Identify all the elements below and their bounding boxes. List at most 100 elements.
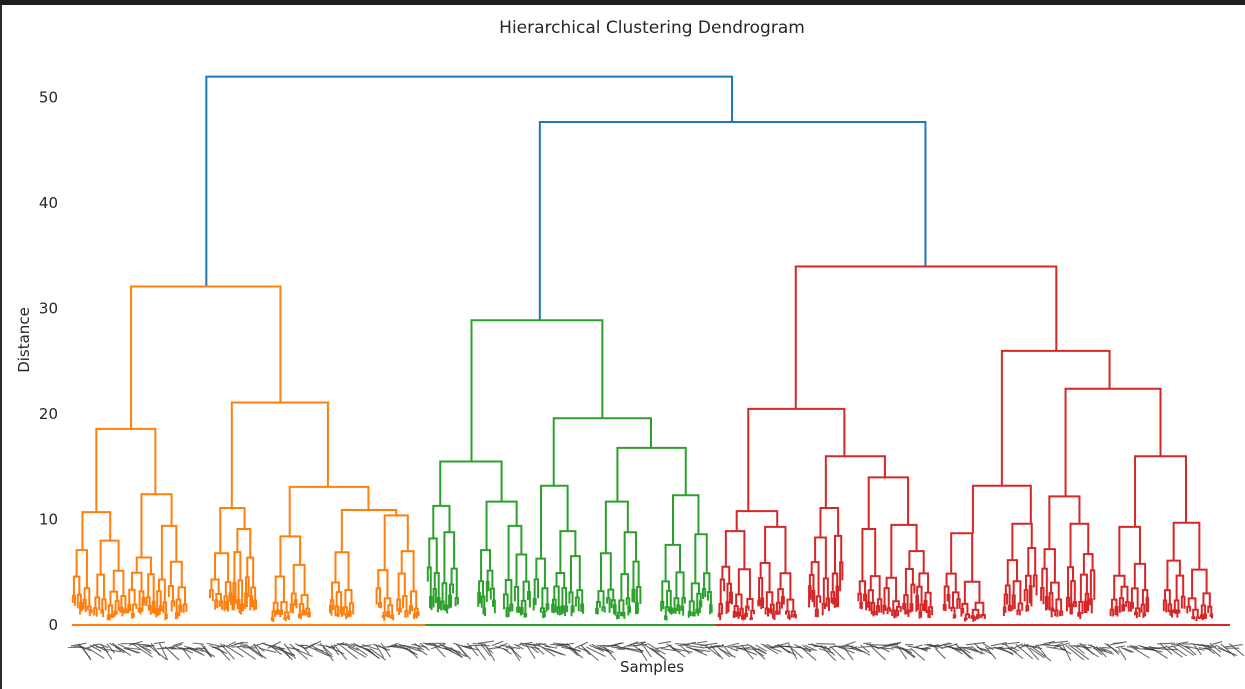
leaf-label-mark — [757, 648, 767, 655]
subtree-link — [822, 577, 829, 604]
subtree-link — [334, 551, 350, 591]
leaf-label-mark — [602, 644, 617, 661]
leaf-label-mark — [1212, 641, 1223, 645]
cluster-link — [230, 401, 329, 508]
subtree-link — [777, 588, 784, 603]
subtree-link — [560, 605, 565, 615]
subtree-link — [905, 609, 910, 618]
leaf-label-mark — [896, 644, 908, 660]
leaf-label-mark — [544, 645, 558, 649]
subtree-link — [631, 588, 636, 603]
leaf-label-mark — [901, 647, 916, 658]
leaf-label-mark — [979, 647, 990, 652]
subtree-link — [240, 603, 245, 615]
subtree-link — [509, 603, 514, 612]
subtree-link — [919, 603, 924, 612]
leaf-label-mark — [843, 646, 854, 661]
subtree-link — [101, 598, 107, 611]
subtree-link — [882, 604, 887, 615]
subtree-link — [331, 581, 340, 601]
subtree-link — [769, 608, 773, 615]
cluster-link — [340, 509, 398, 553]
subtree-link — [1162, 599, 1168, 613]
leaf-label-mark — [998, 646, 1014, 656]
subtree-link — [580, 603, 585, 614]
leaf-label-mark — [231, 645, 246, 648]
leaf-label-mark — [735, 646, 751, 650]
cluster-link — [824, 455, 886, 508]
leaf-label-mark — [422, 642, 437, 646]
leaf-label-mark — [1032, 646, 1052, 662]
subtree-link — [167, 584, 174, 602]
subtree-link — [927, 610, 931, 619]
subtree-link — [616, 611, 622, 617]
leaf-label-mark — [1043, 640, 1056, 645]
leaf-label-mark — [483, 643, 494, 654]
leaf-label-mark — [799, 645, 817, 661]
subtree-link — [96, 573, 105, 600]
leaf-label-mark — [164, 646, 180, 661]
leaf-label-mark — [680, 645, 691, 655]
leaf-label-mark — [100, 643, 113, 660]
subtree-link — [1069, 522, 1090, 568]
subtree-link — [1172, 609, 1177, 615]
subtree-link — [1055, 598, 1063, 612]
subtree-link — [113, 610, 118, 617]
leaf-label-mark — [81, 646, 92, 661]
leaf-label-mark — [280, 647, 292, 659]
leaf-label-mark — [458, 645, 468, 658]
leaf-label-mark — [494, 645, 509, 651]
cluster-link — [971, 484, 1032, 534]
leaf-label-mark — [984, 646, 997, 660]
subtree-link — [627, 605, 632, 616]
subtree-link — [1199, 614, 1204, 621]
leaf-label-mark — [134, 643, 150, 646]
subtree-link — [808, 573, 815, 591]
subtree-link — [387, 604, 394, 616]
subtree-link — [863, 593, 868, 611]
subtree-link — [952, 591, 960, 608]
leaf-label-mark — [342, 643, 359, 651]
subtree-link — [672, 608, 677, 614]
leaf-label-mark — [821, 646, 836, 661]
leaf-label-mark — [860, 644, 870, 654]
leaf-label-mark — [583, 647, 599, 661]
subtree-link — [810, 561, 820, 597]
subtree-link — [634, 602, 639, 615]
subtree-link — [972, 617, 976, 622]
cluster-link — [604, 500, 629, 554]
subtree-link — [719, 578, 726, 605]
leaf-label-mark — [1073, 644, 1086, 655]
subtree-link — [1133, 562, 1147, 591]
subtree-link — [428, 537, 438, 574]
leaf-label-mark — [874, 646, 894, 650]
subtree-link — [780, 595, 785, 609]
leaf-label-mark — [888, 642, 901, 647]
leaf-label-mark — [713, 645, 724, 648]
subtree-link — [790, 610, 796, 618]
leaf-label-mark — [666, 643, 676, 652]
subtree-link — [329, 604, 333, 616]
leaf-label-mark — [971, 645, 983, 655]
subtree-link — [786, 598, 795, 612]
leaf-label-mark — [150, 642, 161, 656]
cluster-link — [794, 265, 1058, 409]
subtree-link — [676, 604, 681, 615]
cluster-link — [140, 493, 173, 558]
leaf-label-mark — [719, 648, 736, 658]
subtree-link — [533, 578, 540, 600]
leaf-label-mark — [658, 641, 672, 645]
leaf-label-mark — [921, 644, 939, 650]
subtree-link — [1023, 589, 1029, 607]
leaf-label-mark — [220, 643, 235, 660]
y-tick-label: 50 — [39, 89, 58, 107]
subtree-link — [448, 594, 452, 609]
leaf-label-mark — [128, 640, 143, 646]
subtree-link — [1027, 546, 1037, 576]
leaf-label-mark — [641, 642, 652, 658]
leaf-label-mark — [730, 647, 739, 652]
subtree-link — [377, 569, 389, 599]
subtree-link — [233, 551, 242, 583]
subtree-link — [709, 604, 713, 615]
subtree-link — [114, 600, 120, 612]
